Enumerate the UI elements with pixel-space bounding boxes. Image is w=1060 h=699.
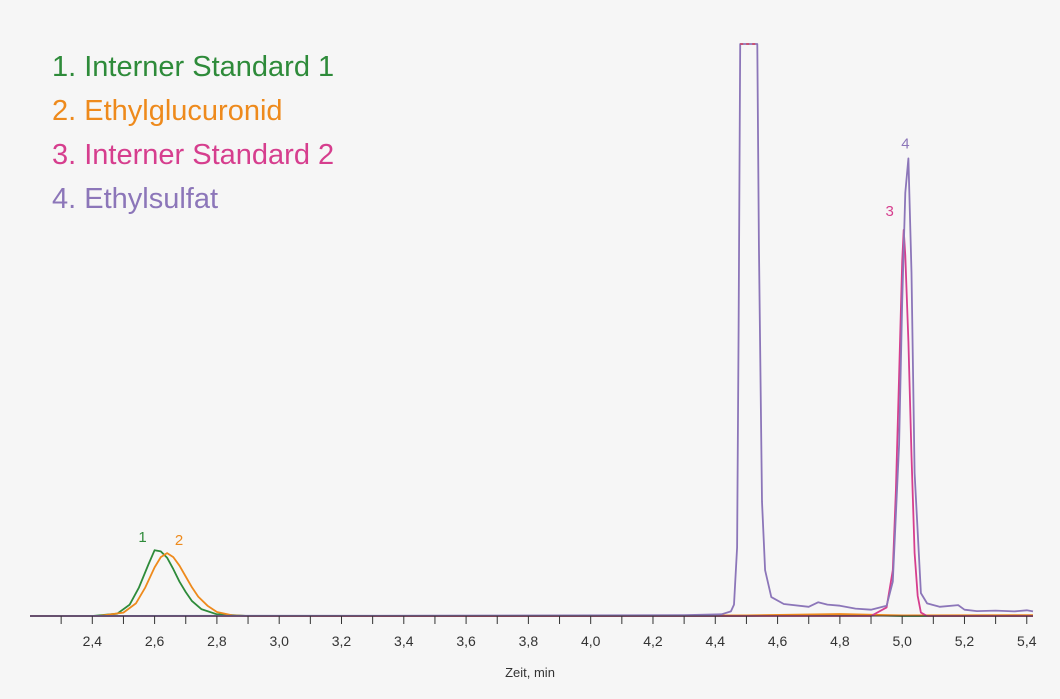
x-tick-label: 5,0 [892, 633, 912, 649]
legend-entry-1: 1. Interner Standard 1 [52, 51, 334, 83]
x-tick-label: 4,4 [706, 633, 726, 649]
x-tick-label: 3,6 [456, 633, 476, 649]
series-line-3 [30, 229, 1033, 617]
series-layer [29, 43, 1034, 617]
x-tick-label: 2,6 [145, 633, 165, 649]
peak-label-4: 4 [901, 135, 909, 152]
x-tick-label: 3,4 [394, 633, 414, 649]
peak-label-1: 1 [138, 529, 146, 546]
x-tick-label: 5,2 [955, 633, 975, 649]
x-tick-label: 2,4 [83, 633, 103, 649]
peak-label-2: 2 [175, 532, 183, 549]
legend-entry-3: 3. Interner Standard 2 [52, 139, 334, 171]
x-tick-label: 3,0 [269, 633, 289, 649]
series-line-4 [29, 43, 1034, 617]
x-tick-label: 4,8 [830, 633, 850, 649]
x-axis-ticks: 2,4 2,6 2,8 3,0 3,2 3,4 3,6 3,8 4,0 4,2 4,4 4,6 4,8 5… [60, 616, 1037, 649]
legend-entry-4: 4. Ethylsulfat [52, 183, 218, 215]
x-tick-label: 4,6 [768, 633, 788, 649]
peak-label-3: 3 [886, 203, 894, 220]
x-tick-label: 4,0 [581, 633, 601, 649]
x-tick-label: 3,2 [332, 633, 352, 649]
x-tick-label: 4,2 [643, 633, 663, 649]
peak-labels: 1 2 3 4 [138, 135, 909, 549]
legend: 1. Interner Standard 1 2. Ethylglucuronid… [52, 51, 334, 215]
x-tick-label: 5,4 [1017, 633, 1037, 649]
legend-entry-2: 2. Ethylglucuronid [52, 95, 283, 127]
x-axis-title: Zeit, min [505, 665, 555, 680]
x-tick-label: 3,8 [519, 633, 539, 649]
x-tick-label: 2,8 [207, 633, 227, 649]
